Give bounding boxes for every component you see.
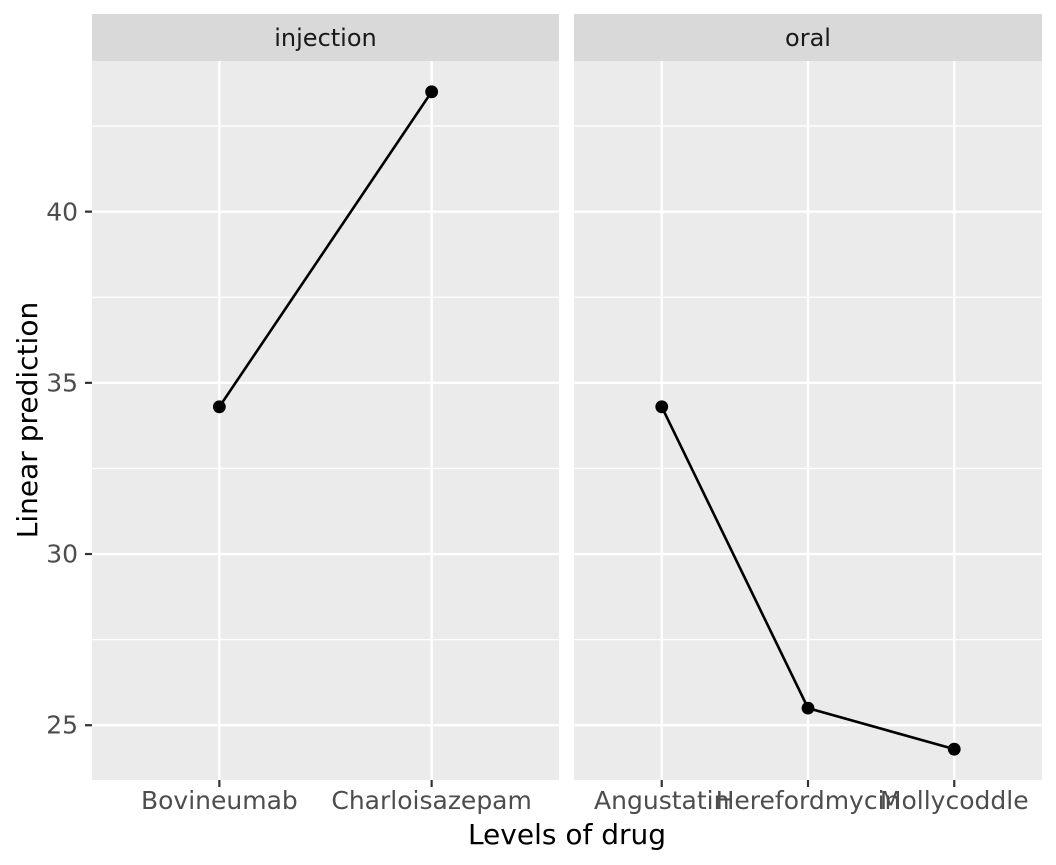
data-point	[212, 400, 226, 414]
x-tick-label: Mollycoddle	[879, 786, 1029, 815]
data-point	[655, 400, 669, 414]
x-axis-title: Levels of drug	[467, 818, 667, 851]
y-tick-label: 25	[46, 710, 78, 740]
data-point	[425, 85, 439, 99]
series-line	[218, 91, 433, 408]
y-tick-label: 40	[46, 197, 78, 227]
panel-background	[92, 61, 559, 780]
facet-strip-oral: oral	[574, 14, 1042, 61]
x-tick-label: Charloisazepam	[331, 786, 532, 815]
facet-strip-label: oral	[785, 23, 831, 52]
data-point	[947, 742, 961, 756]
facet-strip-label: injection	[274, 23, 377, 52]
x-tick-label: Bovineumab	[140, 786, 298, 815]
y-tick-label: 35	[46, 368, 78, 398]
facet-strip-injection: injection	[92, 14, 559, 61]
y-tick-label: 30	[46, 539, 78, 569]
y-axis-title: Linear prediction	[11, 301, 44, 539]
x-tick-label: Herefordmycin	[715, 786, 901, 815]
x-tick-label: Angustatin	[594, 786, 730, 815]
data-point	[801, 701, 815, 715]
